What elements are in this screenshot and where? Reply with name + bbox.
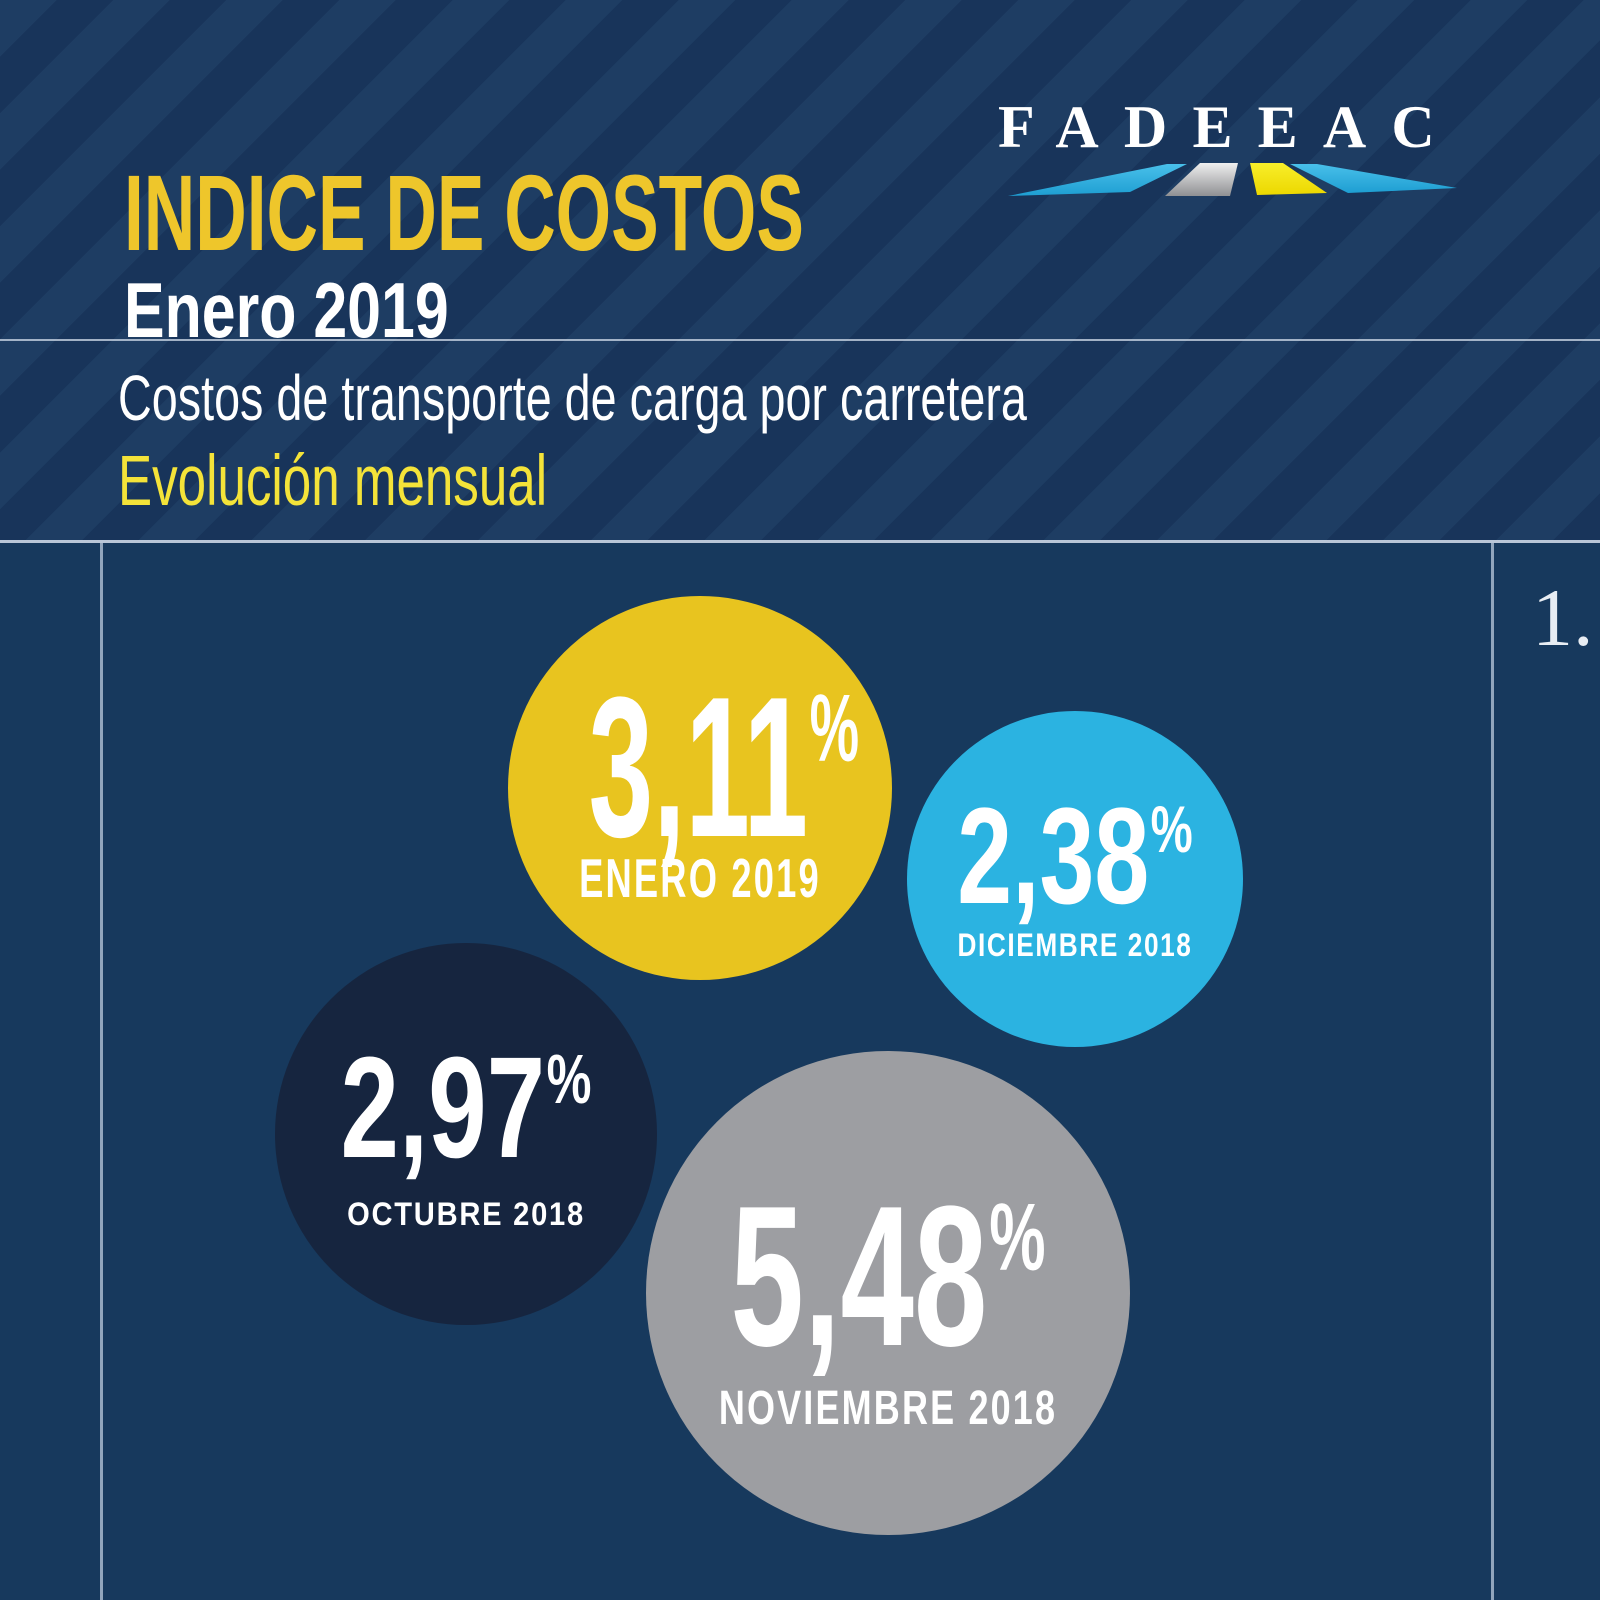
bubble-value: 2,97% — [327, 1036, 606, 1180]
page-title-text: INDICE DE COSTOS — [124, 152, 804, 274]
footnote-number: 1. — [1532, 572, 1594, 663]
bubble-enero-2019: 3,11% ENERO 2019 — [508, 596, 892, 980]
bubble-label: NOVIEMBRE 2018 — [718, 1382, 1058, 1435]
panel-border-right — [1491, 543, 1494, 1600]
road-stripes-icon — [1008, 163, 1457, 196]
subtitle-line-2: Evolución mensual — [118, 446, 714, 517]
subtitle-line-2-text: Evolución mensual — [118, 442, 548, 521]
percent-sign: % — [809, 675, 860, 783]
bubble-value: 3,11% — [589, 668, 860, 868]
percent-sign: % — [546, 1040, 592, 1119]
bubble-label: DICIEMBRE 2018 — [957, 927, 1193, 963]
page-period-text: Enero 2019 — [124, 265, 449, 354]
bubble-noviembre-2018: 5,48% NOVIEMBRE 2018 — [646, 1051, 1130, 1535]
bubble-value: 2,38% — [954, 788, 1196, 925]
fadeeac-logo-text: FADEEAC — [998, 94, 1460, 160]
bubble-value: 5,48% — [728, 1177, 1047, 1377]
striped-header-background — [0, 0, 1600, 541]
percent-sign: % — [989, 1184, 1046, 1292]
bubble-value-number: 2,38 — [957, 780, 1150, 933]
bubble-label: ENERO 2019 — [579, 847, 821, 909]
bubble-diciembre-2018: 2,38% DICIEMBRE 2018 — [907, 711, 1243, 1047]
subtitle-line-1: Costos de transporte de carga por carret… — [118, 366, 1363, 430]
panel-border-left — [100, 543, 103, 1600]
subtitle-line-1-text: Costos de transporte de carga por carret… — [118, 362, 1027, 434]
bubble-value-number: 5,48 — [730, 1165, 988, 1388]
fadeeac-logo: FADEEAC — [998, 94, 1468, 196]
horizontal-divider-top — [0, 339, 1600, 341]
bubble-octubre-2018: 2,97% OCTUBRE 2018 — [275, 943, 657, 1325]
bubble-label: OCTUBRE 2018 — [347, 1196, 585, 1232]
bubble-value-number: 3,11 — [588, 656, 809, 879]
horizontal-divider-middle — [0, 540, 1600, 543]
page-title: INDICE DE COSTOS — [124, 159, 1154, 267]
percent-sign: % — [1150, 791, 1193, 866]
bubble-value-number: 2,97 — [340, 1027, 546, 1188]
page-period: Enero 2019 — [124, 271, 540, 349]
